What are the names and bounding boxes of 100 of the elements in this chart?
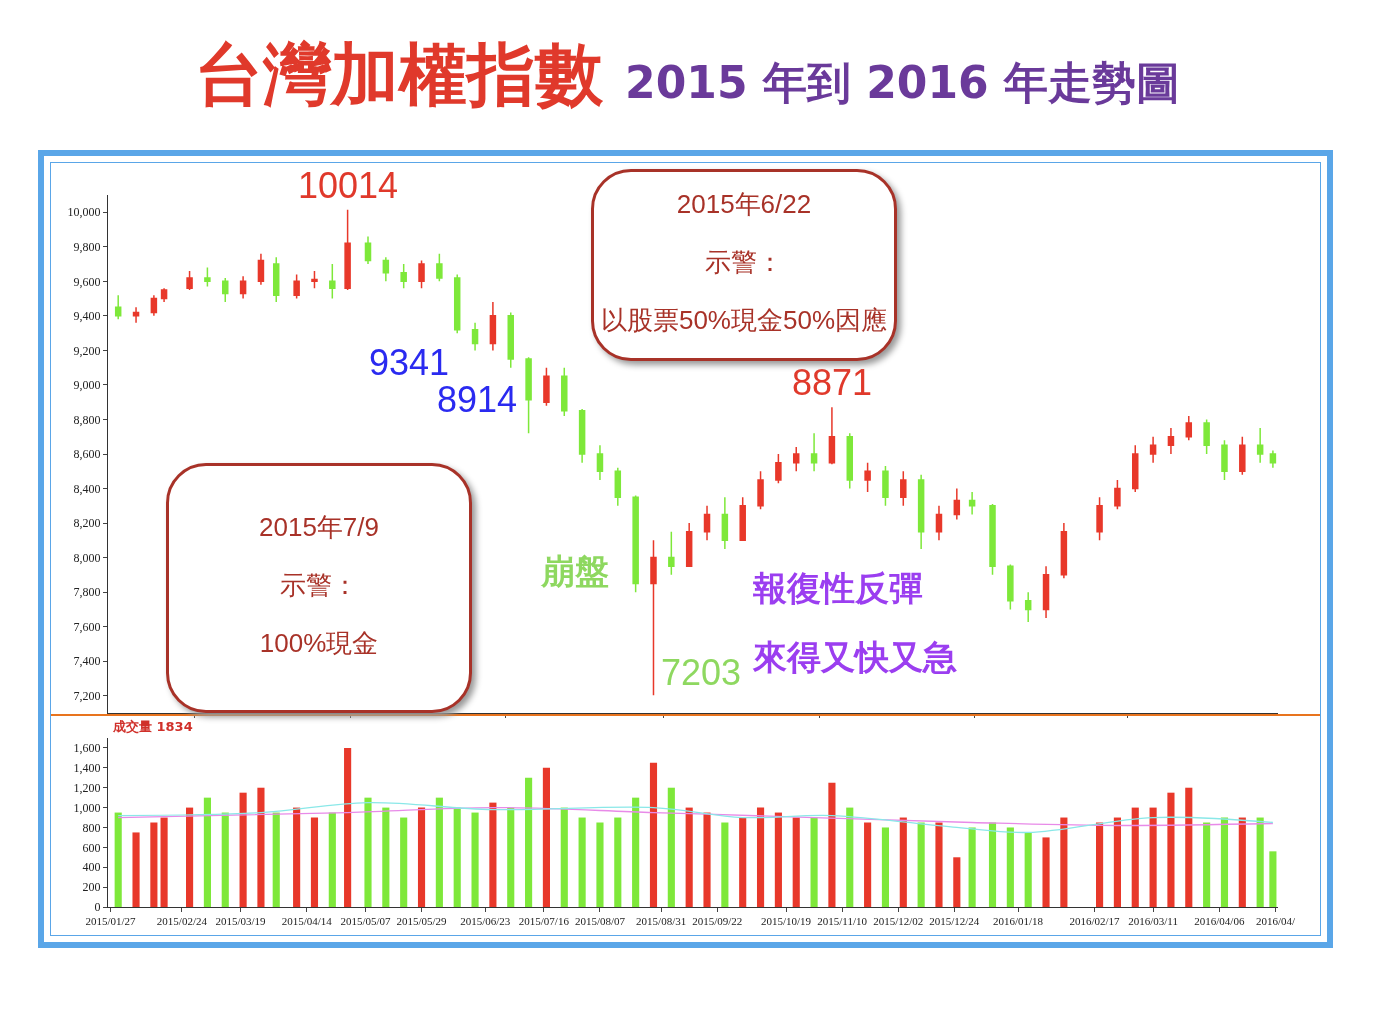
line-series [117,801,1274,834]
speech-bubble: 2015年7/9 示警： 100%現金 [166,463,472,713]
annotation: 100%現金 [258,627,380,660]
annotation: 2015年7/9 [258,511,380,544]
candlestick [882,465,889,507]
candlestick [222,277,229,303]
bar [1113,817,1121,907]
bar [685,807,693,907]
bar [344,747,352,907]
candlestick [1149,435,1157,464]
x-tick-label: 2015/08/31 [636,915,687,928]
bar [1096,822,1104,907]
chart-subtitle: 2015 年到 2016 年走勢圖 [625,57,1180,108]
bar [239,792,247,907]
bar [293,807,301,907]
y-tick-label: 1,400 [73,761,101,776]
bar [310,817,319,907]
candlestick [685,522,693,567]
candlestick [543,366,550,407]
candlestick [489,301,497,352]
bar [382,807,390,907]
candlestick [1042,565,1050,619]
candlestick [1096,496,1103,542]
bar [846,807,854,907]
candlestick [1024,591,1032,623]
bar [810,817,818,907]
x-tick-label: 2015/05/29 [396,915,448,928]
line-series [117,806,1274,827]
x-tick-label: 2015/03/19 [215,915,267,928]
candlestick [561,366,568,417]
annotation: 示警： [279,569,359,602]
candlestick [525,356,532,435]
bar [881,827,890,907]
bar [203,797,211,907]
bar [703,812,711,907]
bar [525,777,533,907]
text: 成交量 1834 [113,719,193,735]
y-tick-label: 10,000 [67,205,101,220]
candlestick [578,408,586,464]
candlestick [810,432,818,473]
x-tick-label: 2015/08/07 [574,915,626,928]
annotation: 10014 [298,165,399,206]
bar [899,817,907,907]
annotation: 7203 [661,652,742,693]
bar [614,817,622,907]
y-tick-label: 8,800 [73,412,101,427]
bar [756,807,765,907]
candlestick [703,505,711,542]
bar [1220,817,1229,907]
bar [114,812,122,907]
candlestick [257,252,265,286]
bar [649,762,658,907]
bar [792,817,800,907]
bar [364,797,372,907]
candlestick [471,322,479,352]
candlestick [775,453,782,485]
candlestick [204,266,211,288]
candlestick [632,494,639,593]
candlestick [864,461,871,493]
candlestick [1239,435,1246,476]
candlestick [382,256,390,283]
candlestick [668,530,675,576]
bar [968,827,976,907]
candlestick [507,311,514,369]
y-tick-label: 7,200 [73,688,101,703]
chart-title: 台灣加權指數 [195,35,604,114]
candlestick [650,539,657,696]
bar [435,797,443,907]
candlestick [1060,522,1068,580]
x-tick-label: 2016/03/11 [1128,915,1178,928]
y-tick-label: 1,600 [73,741,101,756]
annotation: 2015年6/22 [675,188,813,221]
annotation: 崩盤 [541,551,609,591]
candlestick [453,273,461,334]
bar [453,807,461,907]
annotation: 8871 [792,362,873,403]
x-tick-label: 2016/02/17 [1069,915,1121,928]
candlestick [239,275,247,300]
candlestick [293,273,300,300]
y-tick-label: 8,400 [73,481,101,496]
candlestick [186,270,193,291]
bar [1060,817,1068,907]
bar [1024,832,1032,907]
y-tick-label: 9,600 [73,274,101,289]
bar [1238,817,1246,907]
candlestick [1221,439,1228,481]
x-tick-label: 2015/06/23 [460,915,511,928]
bar [1185,787,1193,907]
candlestick [614,467,622,507]
bar [272,812,280,907]
bar [132,832,140,907]
bar [953,857,961,907]
x-tick-label: 2015/05/07 [340,915,391,928]
bar [186,807,194,907]
y-tick-label: 9,000 [73,378,101,393]
candlestick [272,256,280,303]
bar [935,822,943,907]
x-tick-label: 2016/04/06 [1194,915,1245,928]
bar [257,787,265,907]
bar [667,787,675,907]
